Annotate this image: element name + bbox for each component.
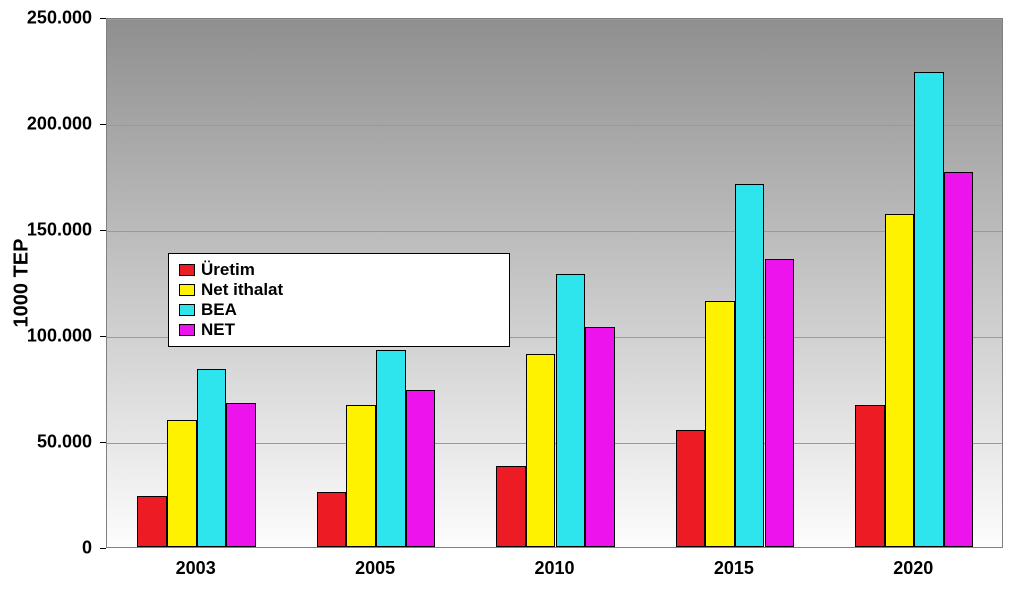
bar — [556, 274, 586, 547]
x-tick-label: 2020 — [893, 558, 933, 579]
y-tick-label: 250.000 — [0, 8, 92, 29]
bar — [914, 72, 944, 547]
legend-swatch — [179, 324, 195, 336]
gridline — [107, 19, 1002, 20]
bar — [406, 390, 436, 547]
legend-label: NET — [201, 320, 235, 340]
bar — [585, 327, 615, 547]
bar — [765, 259, 795, 547]
bar — [346, 405, 376, 547]
y-tick-label: 0 — [0, 538, 92, 559]
y-tick-mark — [100, 442, 106, 443]
legend-item: BEA — [179, 300, 329, 320]
y-axis-title: 1000 TEP — [11, 239, 34, 328]
bar — [676, 430, 706, 547]
x-tick-label: 2005 — [355, 558, 395, 579]
y-tick-mark — [100, 230, 106, 231]
bar — [885, 214, 915, 547]
gridline — [107, 231, 1002, 232]
bar-chart: 1000 TEP ÜretimNet ithalatBEANET 0 50.000… — [0, 0, 1023, 593]
y-tick-mark — [100, 336, 106, 337]
y-tick-label: 100.000 — [0, 326, 92, 347]
bar — [376, 350, 406, 547]
bar — [496, 466, 526, 547]
bar — [944, 172, 974, 547]
bar — [167, 420, 197, 547]
legend-label: Net ithalat — [201, 280, 283, 300]
legend-label: BEA — [201, 300, 237, 320]
y-tick-mark — [100, 124, 106, 125]
legend: ÜretimNet ithalatBEANET — [168, 253, 510, 347]
y-tick-mark — [100, 18, 106, 19]
x-tick-label: 2010 — [534, 558, 574, 579]
bar — [137, 496, 167, 547]
legend-label: Üretim — [201, 260, 255, 280]
bar — [226, 403, 256, 547]
legend-item: NET — [179, 320, 329, 340]
legend-swatch — [179, 284, 195, 296]
bar — [705, 301, 735, 547]
bar — [855, 405, 885, 547]
legend-item: Net ithalat — [179, 280, 329, 300]
x-tick-label: 2015 — [714, 558, 754, 579]
bar — [526, 354, 556, 547]
bar — [317, 492, 347, 547]
x-tick-label: 2003 — [176, 558, 216, 579]
legend-item: Üretim — [179, 260, 329, 280]
y-tick-label: 50.000 — [0, 432, 92, 453]
y-tick-label: 150.000 — [0, 220, 92, 241]
y-tick-label: 200.000 — [0, 114, 92, 135]
bar — [197, 369, 227, 547]
bar — [735, 184, 765, 547]
legend-swatch — [179, 304, 195, 316]
legend-swatch — [179, 264, 195, 276]
gridline — [107, 125, 1002, 126]
y-tick-mark — [100, 548, 106, 549]
